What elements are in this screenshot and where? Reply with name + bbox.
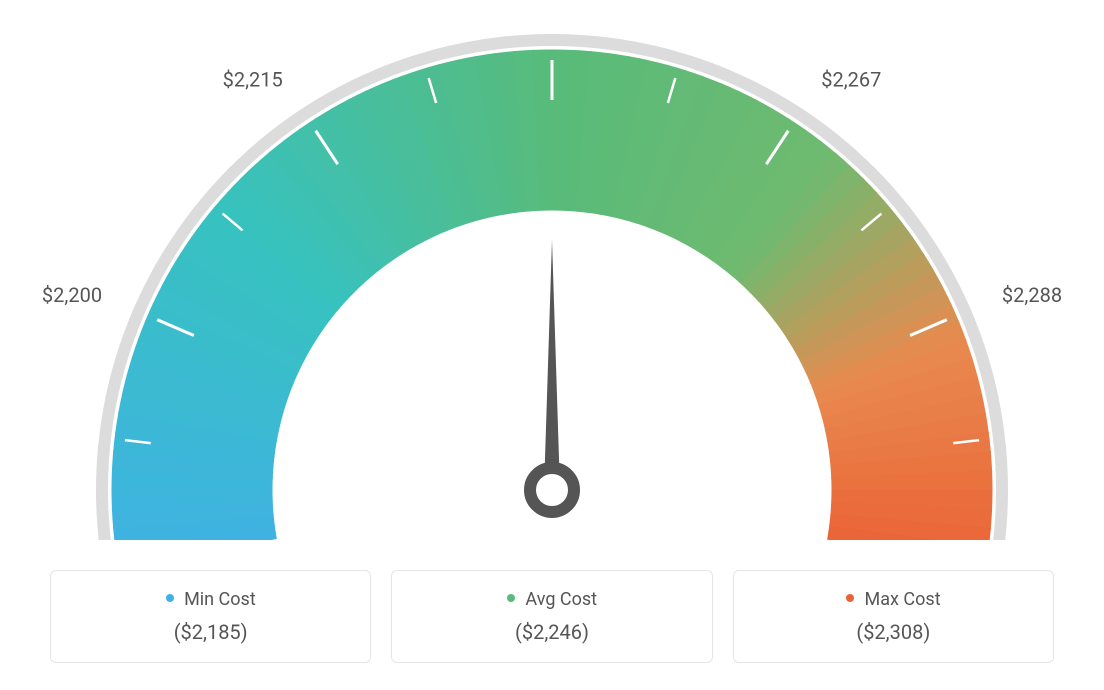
legend-label-min: Min Cost (184, 589, 256, 610)
legend-label-max: Max Cost (865, 589, 941, 610)
legend-card-min: Min Cost ($2,185) (50, 570, 371, 663)
gauge-svg: $2,185$2,200$2,215$2,246$2,267$2,288$2,3… (20, 20, 1084, 540)
legend-title-avg: Avg Cost (410, 589, 693, 610)
legend-dot-min (166, 594, 174, 602)
svg-text:$2,215: $2,215 (223, 68, 283, 92)
legend-title-min: Min Cost (69, 589, 352, 610)
legend-card-max: Max Cost ($2,308) (733, 570, 1054, 663)
legend-dot-avg (507, 594, 515, 602)
legend-value-min: ($2,185) (69, 620, 352, 644)
legend-value-avg: ($2,246) (410, 620, 693, 644)
legend-label-avg: Avg Cost (525, 589, 597, 610)
svg-text:$2,267: $2,267 (821, 68, 881, 92)
gauge-chart: $2,185$2,200$2,215$2,246$2,267$2,288$2,3… (20, 20, 1084, 663)
legend-title-max: Max Cost (752, 589, 1035, 610)
svg-text:$2,200: $2,200 (42, 283, 102, 307)
svg-text:$2,288: $2,288 (1002, 283, 1062, 307)
legend-card-avg: Avg Cost ($2,246) (391, 570, 712, 663)
legend-dot-max (846, 594, 854, 602)
legend-row: Min Cost ($2,185) Avg Cost ($2,246) Max … (20, 570, 1084, 663)
legend-value-max: ($2,308) (752, 620, 1035, 644)
